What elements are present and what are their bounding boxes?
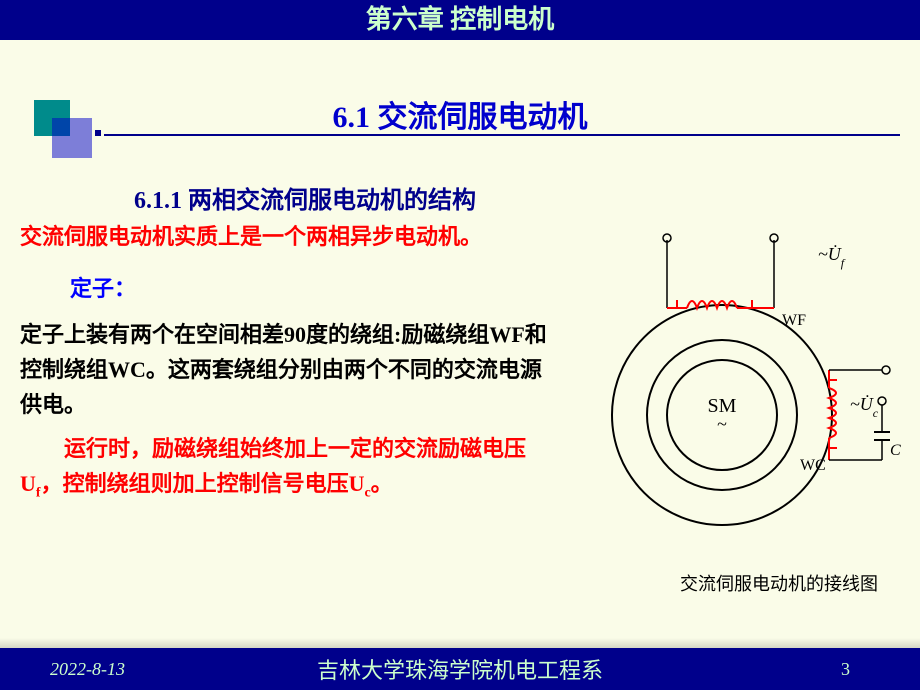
footer-institution: 吉林大学珠海学院机电工程系 — [317, 653, 603, 685]
horizontal-rule — [104, 134, 900, 136]
c-label: C — [890, 442, 901, 459]
line-start-dot — [95, 130, 101, 136]
para2-text: 运行时，励磁绕组始终加上一定的交流励磁电压Uf，控制绕组则加上控制信号电压Uc。 — [20, 436, 526, 496]
decorative-squares — [0, 100, 110, 150]
diagram-caption: 交流伺服电动机的接线图 — [680, 570, 878, 596]
footer-date: 2022-8-13 — [50, 659, 125, 680]
section-title: 6.1 交流伺服电动机 — [0, 92, 920, 136]
chapter-header: 第六章 控制电机 — [0, 0, 920, 40]
footer-shadow — [0, 638, 920, 648]
footer-page-number: 3 — [841, 659, 850, 680]
wf-label: WF — [782, 312, 806, 329]
wiring-diagram: SM ~ WF ~U̇f WC ~U̇c C — [572, 230, 902, 560]
paragraph-stator: 定子上装有两个在空间相差90度的绕组:励磁绕组WF和控制绕组WC。这两套绕组分别… — [20, 317, 560, 423]
paragraph-operation: 运行时，励磁绕组始终加上一定的交流励磁电压Uf，控制绕组则加上控制信号电压Uc。 — [20, 431, 560, 505]
subsection-title: 6.1.1 两相交流伺服电动机的结构 — [134, 180, 920, 215]
content-area: 交流伺服电动机实质上是一个两相异步电动机。 定子： 定子上装有两个在空间相差90… — [20, 220, 560, 505]
uf-label: ~U̇f — [818, 243, 846, 270]
intro-sentence: 交流伺服电动机实质上是一个两相异步电动机。 — [20, 220, 560, 253]
stator-label: 定子： — [70, 271, 560, 303]
svg-text:~: ~ — [717, 414, 727, 434]
uc-label: ~U̇c — [850, 393, 879, 420]
footer-bar: 2022-8-13 吉林大学珠海学院机电工程系 3 — [0, 648, 920, 690]
wc-label: WC — [800, 457, 826, 474]
blue-square — [52, 118, 92, 158]
